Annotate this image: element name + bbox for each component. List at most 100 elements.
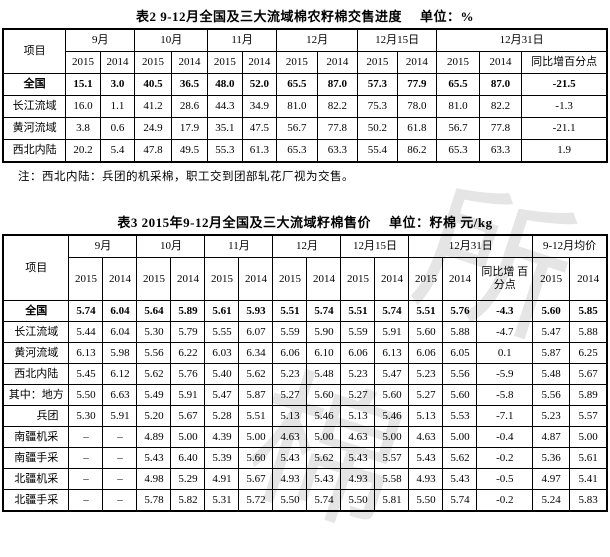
data-cell: 5.93 — [238, 300, 274, 322]
year-header: 2014 — [306, 257, 342, 301]
group-header: 10月 — [134, 28, 209, 52]
data-cell: 5.83 — [569, 489, 608, 512]
data-cell: 6.06 — [272, 342, 308, 364]
data-cell: 65.3 — [276, 139, 318, 163]
year-header: 2014 — [569, 257, 608, 301]
data-cell: 24.9 — [134, 117, 172, 140]
data-cell: 65.5 — [276, 73, 318, 96]
data-cell: 5.82 — [170, 489, 206, 512]
table2-unit-label: 单位：% — [420, 9, 475, 24]
data-cell: 5.61 — [204, 300, 240, 322]
data-cell: 47.5 — [241, 117, 278, 140]
data-cell: 5.51 — [238, 405, 274, 427]
data-cell: 5.40 — [204, 363, 240, 385]
table2-title: 表2 9-12月全国及三大流域棉农籽棉交售进度 单位：% — [0, 0, 610, 25]
table-header: 项目 9月 10月 11月 12月 12月15日 12月31日 2015 2014 2015 201… — [2, 28, 608, 74]
data-cell: 5.49 — [136, 384, 172, 406]
data-cell: 5.60 — [374, 384, 410, 406]
data-cell: 5.43 — [272, 447, 308, 469]
data-cell: 5.51 — [340, 300, 376, 322]
data-cell: 49.5 — [170, 139, 209, 163]
row-label: 西北内陆 — [2, 139, 67, 163]
data-cell: 5.88 — [442, 321, 478, 343]
data-cell: 5.23 — [272, 363, 308, 385]
data-cell: 5.50 — [408, 489, 444, 512]
group-header: 12月15日 — [357, 28, 438, 52]
data-cell: 5.74 — [306, 300, 342, 322]
year-header: 同比增百分点 — [521, 51, 608, 74]
data-cell: 4.93 — [272, 468, 308, 490]
data-cell: -1.3 — [521, 95, 608, 118]
group-header: 11月 — [204, 234, 274, 258]
data-cell: 5.45 — [68, 363, 104, 385]
data-cell: 6.07 — [238, 321, 274, 343]
group-header: 12月31日 — [408, 234, 534, 258]
year-header: 2015 — [276, 51, 318, 74]
row-label: 北疆手采 — [2, 489, 70, 512]
data-cell: 81.0 — [436, 95, 480, 118]
data-cell: 5.4 — [99, 139, 136, 163]
data-cell: 78.0 — [396, 95, 438, 118]
year-header: 2014 — [99, 51, 136, 74]
table-row: 西北内陆 20.2 5.4 47.8 49.5 55.3 61.3 65.3 63.3 55.4 8… — [2, 139, 608, 163]
data-cell: 5.46 — [306, 405, 342, 427]
row-label: 全国 — [2, 73, 67, 96]
header-row: 2015 2014 2015 2014 2015 2014 2015 2014 2015 2014… — [3, 257, 608, 301]
table-body: 全国 5.74 6.04 5.64 5.89 5.61 5.93 5.51 5.74 5.51 5.… — [2, 300, 608, 512]
table-row: 全国 15.1 3.0 40.5 36.5 48.0 52.0 65.5 87.0 57.3 77.… — [2, 73, 608, 96]
data-cell: 5.91 — [102, 405, 138, 427]
row-label: 长江流域 — [2, 95, 67, 118]
table-row: 西北内陆 5.45 6.12 5.62 5.76 5.40 5.62 5.23 5.48 5.23… — [2, 363, 608, 385]
year-header: 2015 — [272, 257, 308, 301]
data-cell: 5.00 — [170, 426, 206, 448]
row-label: 黄河流域 — [2, 342, 70, 364]
data-cell: 5.13 — [272, 405, 308, 427]
data-cell: 55.4 — [357, 139, 398, 163]
data-cell: 1.1 — [99, 95, 136, 118]
year-header: 2014 — [478, 51, 523, 74]
data-cell: 17.9 — [170, 117, 209, 140]
year-header: 2015 — [65, 51, 101, 74]
table-row: 兵团 5.30 5.91 5.20 5.67 5.28 5.51 5.13 5.46 5.13 5.… — [2, 405, 608, 427]
data-cell: 5.30 — [136, 321, 172, 343]
data-cell: 5.61 — [569, 447, 608, 469]
data-cell: 4.97 — [532, 468, 571, 490]
table-row: 黄河流域 6.13 5.98 5.56 6.22 6.03 6.34 6.06 6.10 6.06… — [2, 342, 608, 364]
year-header: 2014 — [396, 51, 438, 74]
data-cell: 6.34 — [238, 342, 274, 364]
data-cell: 5.43 — [306, 468, 342, 490]
data-cell: 4.91 — [204, 468, 240, 490]
data-cell: 5.60 — [532, 300, 571, 322]
year-header: 同比增 百分点 — [476, 257, 534, 301]
year-header: 2014 — [102, 257, 138, 301]
table2: 项目 9月 10月 11月 12月 12月15日 12月31日 2015 2014 2015 201… — [2, 28, 608, 163]
data-cell: 5.72 — [238, 489, 274, 512]
data-cell: 5.41 — [569, 468, 608, 490]
data-cell: 5.87 — [238, 384, 274, 406]
data-cell: 5.76 — [170, 363, 206, 385]
data-cell: 5.43 — [136, 447, 172, 469]
table-row: 北疆机采 – –4.98 5.29 4.91 5.67 4.93 5.43 4.93 5.58 4.… — [2, 468, 608, 490]
table3-title: 表3 2015年9-12月全国及三大流域籽棉售价 单位：籽棉 元/kg — [0, 206, 610, 231]
data-cell: 5.74 — [68, 300, 104, 322]
data-cell: 5.88 — [569, 321, 608, 343]
data-cell: 5.53 — [442, 405, 478, 427]
data-cell: – — [68, 447, 104, 469]
data-cell: 5.30 — [68, 405, 104, 427]
data-cell: 6.04 — [102, 300, 138, 322]
data-cell: 5.48 — [532, 363, 571, 385]
data-cell: 41.2 — [134, 95, 172, 118]
data-cell: 5.67 — [238, 468, 274, 490]
group-header: 10月 — [136, 234, 206, 258]
data-cell: 63.3 — [316, 139, 359, 163]
data-cell: 5.91 — [170, 384, 206, 406]
data-cell: 5.55 — [204, 321, 240, 343]
data-cell: 6.25 — [569, 342, 608, 364]
year-header: 2014 — [374, 257, 410, 301]
data-cell: 5.50 — [272, 489, 308, 512]
data-cell: 77.9 — [396, 73, 438, 96]
data-cell: 6.06 — [408, 342, 444, 364]
data-cell: 6.40 — [170, 447, 206, 469]
data-cell: 5.23 — [340, 363, 376, 385]
